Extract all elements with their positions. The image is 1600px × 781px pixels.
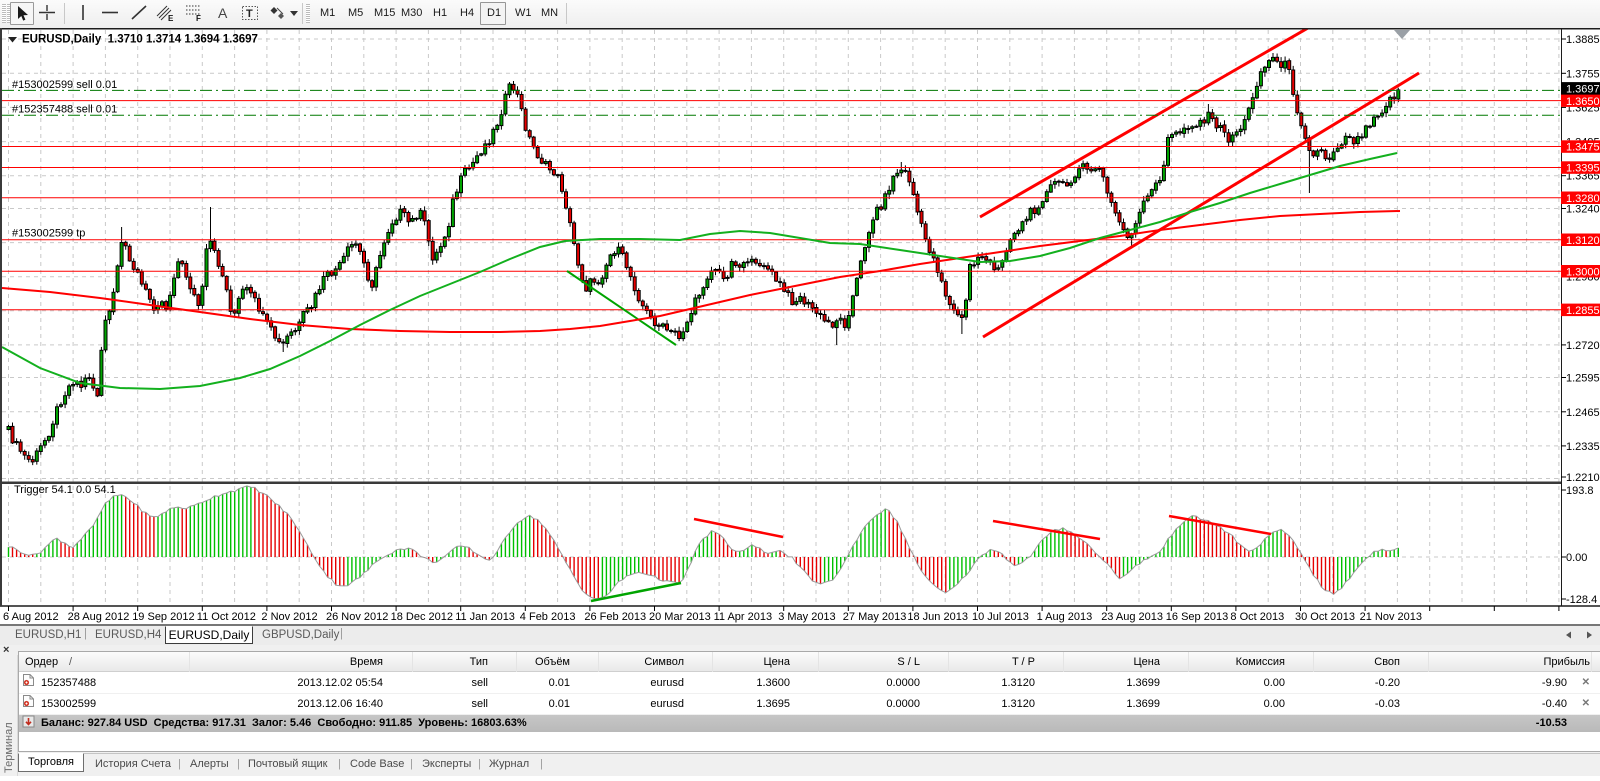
svg-text:Trigger 54.1 0.0 54.1: Trigger 54.1 0.0 54.1 <box>14 484 116 496</box>
svg-text:1.2465: 1.2465 <box>1566 407 1600 419</box>
svg-text:2 Nov 2012: 2 Nov 2012 <box>261 611 317 623</box>
svg-text:3 May 2013: 3 May 2013 <box>778 611 835 623</box>
svg-text:11 Oct 2012: 11 Oct 2012 <box>197 611 256 623</box>
svg-text:18 Jun 2013: 18 Jun 2013 <box>907 611 968 623</box>
svg-text:1.3475: 1.3475 <box>1566 142 1600 154</box>
svg-text:19 Sep 2012: 19 Sep 2012 <box>132 611 194 623</box>
svg-text:20 Mar 2013: 20 Mar 2013 <box>649 611 711 623</box>
svg-text:1 Aug 2013: 1 Aug 2013 <box>1037 611 1093 623</box>
svg-text:E: E <box>168 14 174 23</box>
svg-text:10 Jul 2013: 10 Jul 2013 <box>972 611 1029 623</box>
svg-text:EURUSD,Daily 1.3710 1.3714 1.: EURUSD,Daily 1.3710 1.3714 1.3694 1.3697 <box>22 34 258 46</box>
svg-text:1.2595: 1.2595 <box>1566 373 1600 385</box>
svg-text:T: T <box>246 8 253 20</box>
svg-text:23 Aug 2013: 23 Aug 2013 <box>1101 611 1163 623</box>
svg-text:1.3280: 1.3280 <box>1566 193 1600 205</box>
svg-text:11 Jan 2013: 11 Jan 2013 <box>455 611 515 623</box>
svg-text:11 Apr 2013: 11 Apr 2013 <box>714 611 773 623</box>
svg-text:#153002599 tp: #153002599 tp <box>12 228 85 240</box>
svg-text:1.3697: 1.3697 <box>1566 84 1600 96</box>
svg-text:193.8: 193.8 <box>1566 485 1594 497</box>
svg-text:1.3120: 1.3120 <box>1566 235 1600 247</box>
svg-text:1.2210: 1.2210 <box>1566 472 1600 484</box>
svg-text:18 Dec 2012: 18 Dec 2012 <box>391 611 453 623</box>
svg-text:1.3000: 1.3000 <box>1566 266 1600 278</box>
svg-text:F: F <box>196 14 201 23</box>
svg-text:#152357488 sell 0.01: #152357488 sell 0.01 <box>12 104 117 116</box>
svg-text:1.2855: 1.2855 <box>1566 305 1600 317</box>
svg-text:1.2720: 1.2720 <box>1566 340 1600 352</box>
svg-text:1.3755: 1.3755 <box>1566 68 1600 80</box>
svg-text:8 Oct 2013: 8 Oct 2013 <box>1230 611 1284 623</box>
svg-text:6 Aug 2012: 6 Aug 2012 <box>3 611 59 623</box>
svg-text:1.3240: 1.3240 <box>1566 204 1600 216</box>
svg-text:Терминал: Терминал <box>3 722 15 773</box>
svg-text:1.3885: 1.3885 <box>1566 34 1600 46</box>
svg-text:16 Sep 2013: 16 Sep 2013 <box>1166 611 1228 623</box>
svg-text:21 Nov 2013: 21 Nov 2013 <box>1360 611 1422 623</box>
svg-text:0.00: 0.00 <box>1566 552 1587 564</box>
svg-text:28 Aug 2012: 28 Aug 2012 <box>68 611 130 623</box>
svg-text:30 Oct 2013: 30 Oct 2013 <box>1295 611 1355 623</box>
svg-text:#153002599 sell 0.01: #153002599 sell 0.01 <box>12 79 117 91</box>
svg-text:1.3395: 1.3395 <box>1566 163 1600 175</box>
svg-text:26 Nov 2012: 26 Nov 2012 <box>326 611 388 623</box>
svg-text:A: A <box>218 5 228 21</box>
svg-text:4 Feb 2013: 4 Feb 2013 <box>520 611 576 623</box>
svg-text:27 May 2013: 27 May 2013 <box>843 611 907 623</box>
svg-text:-128.4: -128.4 <box>1566 594 1597 606</box>
svg-text:26 Feb 2013: 26 Feb 2013 <box>584 611 646 623</box>
svg-text:1.2335: 1.2335 <box>1566 441 1600 453</box>
svg-text:1.3650: 1.3650 <box>1566 96 1600 108</box>
